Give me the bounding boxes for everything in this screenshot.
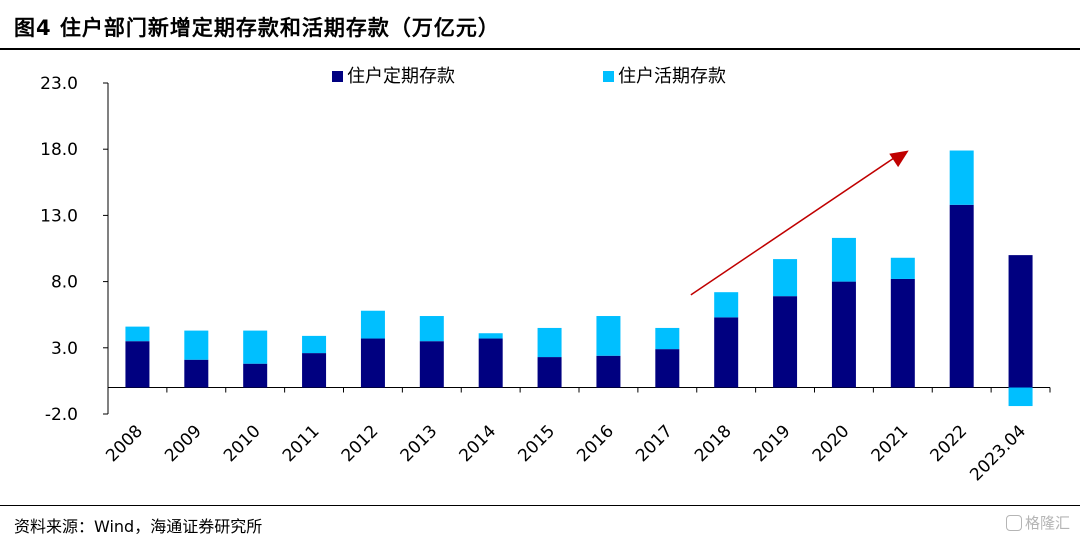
title-bar: 图4 住户部门新增定期存款和活期存款（万亿元） [0, 0, 1080, 50]
bar-demand-deposit [773, 259, 798, 297]
bar-demand-deposit [537, 327, 562, 358]
x-tick-label: 2020 [809, 421, 854, 466]
bar-time-deposit [302, 353, 327, 388]
bar-time-deposit [949, 204, 974, 388]
footer-rule [0, 505, 1080, 506]
x-tick-label: 2016 [573, 421, 618, 466]
x-tick-label: 2023.04 [966, 421, 1030, 485]
trend-arrow [690, 150, 909, 296]
y-tick-label: 3.0 [51, 339, 78, 359]
x-tick-label: 2015 [514, 421, 559, 466]
bar-time-deposit [478, 338, 503, 388]
chart: 2008 2009 2010 2011 2012 2013 2014 2015 2016 2017… [40, 66, 1051, 485]
legend: 住户定期存款 住户活期存款 [332, 66, 726, 87]
x-tick-label: 2019 [750, 421, 795, 466]
x-tick-label: 2010 [220, 421, 265, 466]
bar-demand-deposit [360, 310, 385, 339]
trend-arrow-head [889, 150, 909, 168]
y-tick-label: 8.0 [51, 273, 78, 293]
bar-demand-deposit [419, 316, 444, 342]
x-tick-label: 2017 [632, 421, 677, 466]
bar-time-deposit [419, 341, 444, 388]
x-tick-label: 2021 [868, 421, 913, 466]
bar-time-deposit [831, 281, 856, 388]
bar-demand-deposit [1008, 387, 1033, 407]
watermark: 格隆汇 [1005, 512, 1070, 533]
bar-time-deposit [243, 363, 268, 388]
trend-arrow-line [690, 156, 896, 296]
bar-time-deposit [596, 355, 621, 388]
bar-time-deposit [714, 317, 739, 388]
x-tick-label: 2012 [338, 421, 383, 466]
legend-swatch [332, 71, 343, 82]
y-tick-label: 23.0 [40, 74, 78, 94]
x-tick-label: 2011 [279, 421, 324, 466]
bar-time-deposit [125, 341, 150, 388]
legend-swatch [603, 71, 614, 82]
bar-time-deposit [360, 338, 385, 388]
bar-demand-deposit [714, 292, 739, 318]
bar-demand-deposit [478, 333, 503, 339]
x-tick-label: 2008 [102, 421, 147, 466]
y-tick-label: 18.0 [40, 140, 78, 160]
bar-demand-deposit [655, 327, 680, 350]
x-tick-labels: 2008 2009 2010 2011 2012 2013 2014 2015 2016 2017… [102, 421, 1030, 485]
bar-time-deposit [773, 296, 798, 388]
legend-label: 住户定期存款 [347, 66, 455, 87]
y-tick-label: -2.0 [45, 405, 78, 425]
title-rule [0, 48, 1080, 50]
x-tick-label: 2009 [161, 421, 206, 466]
bar-demand-deposit [949, 150, 974, 205]
bar-demand-deposit [596, 316, 621, 356]
bar-demand-deposit [243, 330, 268, 364]
bar-time-deposit [655, 349, 680, 388]
x-tick-label: 2022 [926, 421, 971, 466]
bar-demand-deposit [302, 335, 327, 354]
x-tick-label: 2014 [455, 421, 500, 466]
bar-time-deposit [890, 278, 915, 388]
bar-time-deposit [537, 357, 562, 388]
bar-time-deposit [184, 359, 209, 388]
y-tick-label: 13.0 [40, 206, 78, 226]
x-tick-label: 2013 [397, 421, 442, 466]
x-tick-label: 2018 [691, 421, 736, 466]
source-note: 资料来源：Wind，海通证券研究所 [14, 517, 263, 536]
bars [125, 150, 1033, 407]
bar-demand-deposit [890, 257, 915, 279]
chart-title: 图4 住户部门新增定期存款和活期存款（万亿元） [14, 16, 500, 40]
y-tick-labels: 23.0 18.0 13.0 8.0 3.0 -2.0 [40, 74, 78, 425]
watermark-logo-icon [1005, 515, 1022, 531]
bar-demand-deposit [831, 237, 856, 282]
bar-time-deposit [1008, 255, 1033, 388]
bar-demand-deposit [184, 330, 209, 360]
watermark-text: 格隆汇 [1024, 514, 1070, 532]
legend-label: 住户活期存款 [618, 66, 726, 87]
bar-demand-deposit [125, 326, 150, 342]
